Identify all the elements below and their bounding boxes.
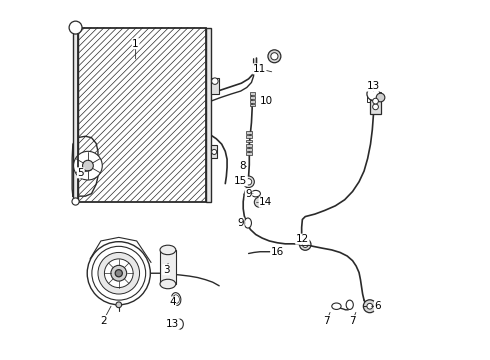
Bar [246, 144, 252, 147]
Circle shape [72, 198, 79, 205]
Ellipse shape [245, 218, 251, 228]
Text: 15: 15 [234, 176, 247, 186]
Text: 13: 13 [367, 81, 380, 91]
Bar [78, 28, 205, 202]
Text: 14: 14 [259, 197, 272, 207]
Text: 9: 9 [237, 218, 244, 228]
Ellipse shape [176, 319, 183, 329]
Text: 1: 1 [132, 39, 139, 49]
Circle shape [373, 98, 378, 104]
Circle shape [82, 160, 93, 171]
Circle shape [87, 242, 150, 305]
Text: 3: 3 [163, 265, 170, 275]
Ellipse shape [172, 293, 181, 306]
Text: 5: 5 [77, 168, 84, 178]
Circle shape [98, 252, 140, 294]
Circle shape [111, 265, 126, 281]
Ellipse shape [173, 295, 179, 303]
Ellipse shape [251, 190, 260, 197]
Circle shape [104, 259, 133, 288]
Bar [246, 131, 252, 134]
Circle shape [254, 197, 265, 207]
Ellipse shape [346, 300, 353, 310]
Text: 8: 8 [239, 161, 245, 171]
Text: 7: 7 [323, 316, 330, 325]
Circle shape [74, 151, 102, 180]
Bar [246, 152, 252, 155]
Bar [246, 140, 252, 143]
Text: 16: 16 [270, 247, 284, 257]
Text: 13: 13 [166, 319, 179, 329]
Bar [160, 250, 176, 284]
Text: 12: 12 [296, 234, 309, 244]
Bar [367, 92, 381, 102]
Text: 9: 9 [245, 189, 252, 199]
Circle shape [115, 270, 122, 277]
Bar [370, 100, 381, 114]
Circle shape [299, 239, 311, 250]
Circle shape [302, 242, 308, 247]
Circle shape [271, 53, 278, 60]
Ellipse shape [160, 245, 176, 255]
Bar [205, 28, 211, 202]
Circle shape [268, 50, 281, 63]
Circle shape [212, 149, 217, 154]
Bar [250, 92, 255, 95]
Circle shape [367, 303, 373, 309]
Bar [211, 145, 218, 158]
Circle shape [376, 93, 385, 102]
Bar [250, 96, 255, 99]
Circle shape [92, 246, 146, 300]
Text: 7: 7 [349, 316, 356, 325]
Circle shape [69, 21, 82, 34]
Bar [250, 104, 255, 107]
Circle shape [364, 300, 376, 313]
Circle shape [116, 302, 122, 308]
Text: 10: 10 [260, 96, 273, 106]
Bar [250, 100, 255, 103]
Circle shape [373, 104, 378, 110]
Text: 2: 2 [100, 316, 107, 325]
Bar [78, 28, 205, 202]
Ellipse shape [332, 303, 341, 310]
Text: 6: 6 [374, 301, 381, 311]
Circle shape [243, 176, 254, 188]
Circle shape [212, 78, 218, 84]
Bar [73, 28, 78, 202]
Bar [211, 77, 219, 94]
Text: 4: 4 [169, 297, 176, 307]
Ellipse shape [160, 279, 176, 289]
Ellipse shape [368, 90, 378, 98]
Bar [246, 148, 252, 151]
Bar [246, 135, 252, 138]
Text: 11: 11 [253, 64, 266, 74]
Circle shape [245, 179, 252, 185]
Circle shape [367, 87, 380, 100]
